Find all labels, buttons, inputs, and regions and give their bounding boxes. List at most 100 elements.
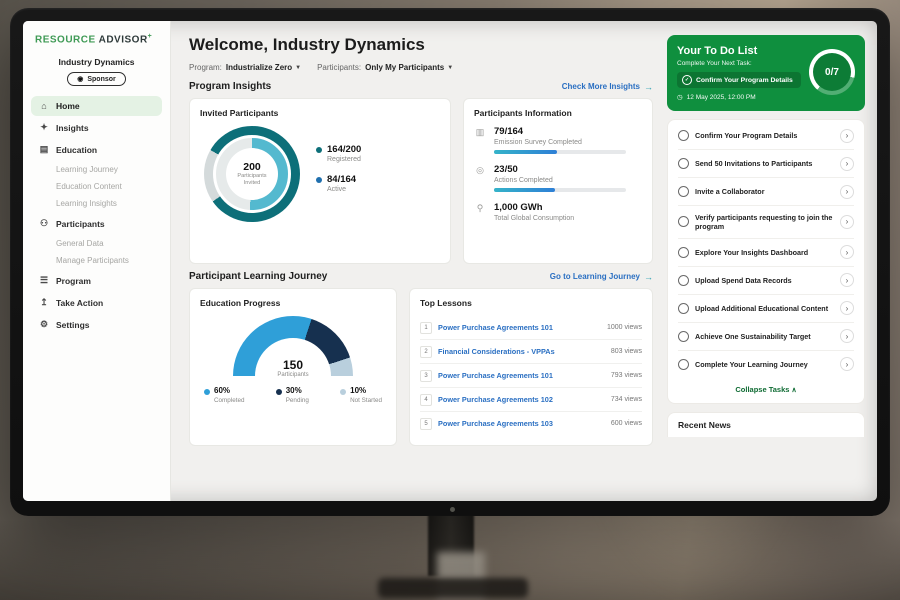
program-insights-header: Program Insights Check More Insights → <box>189 81 653 92</box>
lesson-row[interactable]: 1 Power Purchase Agreements 101 1000 vie… <box>420 316 642 340</box>
chevron-down-icon: ▼ <box>295 64 302 71</box>
lesson-row[interactable]: 3 Power Purchase Agreements 101 793 view… <box>420 364 642 388</box>
sidebar-item-general-data[interactable]: General Data <box>56 239 104 249</box>
todo-next-task-label: Confirm Your Program Details <box>696 76 793 84</box>
task-label: Confirm Your Program Details <box>695 130 798 140</box>
chevron-right-icon[interactable]: › <box>840 329 854 344</box>
go-to-learning-journey-link[interactable]: Go to Learning Journey → <box>549 271 653 282</box>
progress-bar <box>494 188 626 192</box>
task-checkbox[interactable] <box>678 358 689 370</box>
education-gauge-chart: 150 Participants <box>233 316 353 378</box>
chevron-right-icon[interactable]: › <box>840 214 854 229</box>
lesson-rank: 4 <box>420 393 432 406</box>
task-row[interactable]: Confirm Your Program Details › <box>678 122 854 150</box>
sidebar-item-education-content[interactable]: Education Content <box>56 182 122 192</box>
metric-label: Emission Survey Completed <box>494 139 582 146</box>
sidebar-item-participants[interactable]: ⚇ Participants <box>31 213 162 234</box>
page-title: Welcome, Industry Dynamics <box>189 35 425 54</box>
metric-value: 1,000 GWh <box>494 202 543 213</box>
task-checkbox[interactable] <box>678 186 689 197</box>
metric-label: Total Global Consumption <box>494 215 575 222</box>
task-label: Send 50 Invitations to Participants <box>695 158 813 168</box>
legend-value: 84/164 <box>327 174 357 185</box>
donut-center-value: 200 <box>243 161 261 174</box>
lesson-rank: 1 <box>420 321 432 334</box>
chevron-right-icon[interactable]: › <box>840 184 854 199</box>
card-title: Participants Information <box>474 108 572 118</box>
chevron-right-icon[interactable]: › <box>840 357 854 372</box>
program-filter-label: Program: <box>189 63 222 72</box>
recent-news-card: Recent News <box>667 411 865 437</box>
learning-cards-row: Education Progress 150 Participants <box>189 288 653 446</box>
card-title: Invited Participants <box>200 108 279 118</box>
sponsor-badge[interactable]: ◉ Sponsor <box>67 72 126 87</box>
chevron-right-icon[interactable]: › <box>840 301 854 316</box>
chevron-right-icon[interactable]: › <box>840 245 854 260</box>
check-more-insights-link[interactable]: Check More Insights → <box>561 81 653 92</box>
legend-label: Pending <box>285 397 309 404</box>
sidebar-item-home[interactable]: ⌂ Home <box>31 96 162 117</box>
program-filter-select[interactable]: Industrialize Zero ▼ <box>226 63 301 72</box>
task-row[interactable]: Verify participants requesting to join t… <box>678 206 854 239</box>
task-label: Verify participants requesting to join t… <box>695 212 833 231</box>
task-row[interactable]: Send 50 Invitations to Participants › <box>678 150 854 178</box>
task-checkbox[interactable] <box>678 274 689 286</box>
lesson-row[interactable]: 4 Power Purchase Agreements 102 734 view… <box>420 388 642 412</box>
participants-filter-select[interactable]: Only My Participants ▼ <box>365 63 453 72</box>
legend-label: Active <box>327 186 347 193</box>
lesson-views: 793 views <box>610 372 642 379</box>
task-checkbox[interactable] <box>678 216 689 228</box>
lesson-link[interactable]: Power Purchase Agreements 102 <box>438 395 553 404</box>
todo-next-task[interactable]: ✓ Confirm Your Program Details <box>677 72 801 88</box>
task-row[interactable]: Invite a Collaborator › <box>678 178 854 206</box>
task-checkbox[interactable] <box>678 130 689 141</box>
insights-icon: ✦ <box>40 122 48 133</box>
invited-participants-card: Invited Participants 200 Participants In… <box>189 98 451 264</box>
target-icon: ◎ <box>476 165 484 175</box>
lesson-row[interactable]: 2 Financial Considerations - VPPAs 803 v… <box>420 340 642 364</box>
lesson-link[interactable]: Financial Considerations - VPPAs <box>438 347 555 356</box>
collapse-tasks-link[interactable]: Collapse Tasks ∧ <box>735 384 797 394</box>
task-label: Explore Your Insights Dashboard <box>695 247 809 257</box>
task-checkbox[interactable] <box>678 302 689 314</box>
chevron-up-icon: ∧ <box>791 386 797 394</box>
progress-bar <box>494 150 626 154</box>
task-row[interactable]: Upload Additional Educational Content › <box>678 295 854 323</box>
power-led <box>450 507 455 512</box>
task-row[interactable]: Explore Your Insights Dashboard › <box>678 239 854 267</box>
task-row[interactable]: Achieve One Sustainability Target › <box>678 323 854 351</box>
participants-filter-value: Only My Participants <box>365 63 445 72</box>
sidebar-item-learning-insights[interactable]: Learning Insights <box>56 199 117 209</box>
sidebar-item-insights[interactable]: ✦ Insights <box>31 117 162 138</box>
sidebar-item-education[interactable]: ▤ Education <box>31 139 162 160</box>
sidebar-item-take-action[interactable]: ↥ Take Action <box>31 292 162 313</box>
task-row[interactable]: Complete Your Learning Journey › <box>678 351 854 378</box>
metric-value: 23/50 <box>494 164 518 175</box>
home-icon: ⌂ <box>41 101 47 112</box>
sidebar-item-manage-participants[interactable]: Manage Participants <box>56 256 129 266</box>
lesson-link[interactable]: Power Purchase Agreements 101 <box>438 323 553 332</box>
metric-label: Actions Completed <box>494 177 553 184</box>
sidebar-item-label: Education <box>56 144 98 155</box>
sidebar-item-learning-journey[interactable]: Learning Journey <box>56 165 118 175</box>
task-checkbox[interactable] <box>678 330 689 342</box>
chevron-right-icon[interactable]: › <box>840 273 854 288</box>
task-checkbox[interactable] <box>678 158 689 169</box>
upload-icon: ↥ <box>40 297 48 308</box>
tasks-card: Confirm Your Program Details › Send 50 I… <box>667 119 865 404</box>
chevron-right-icon[interactable]: › <box>840 128 854 143</box>
metric-emission-survey: ▥ 79/164 Emission Survey Completed <box>474 126 642 154</box>
sidebar-item-program[interactable]: ☰ Program <box>31 270 162 291</box>
lesson-link[interactable]: Power Purchase Agreements 103 <box>438 419 553 428</box>
lesson-rank: 2 <box>420 345 432 358</box>
chevron-right-icon[interactable]: › <box>840 156 854 171</box>
invited-legend: 164/200 Registered 84/164 Active <box>316 144 361 204</box>
legend-label: Not Started <box>350 397 382 404</box>
legend-not-started: 10% Not Started <box>340 386 382 404</box>
task-row[interactable]: Upload Spend Data Records › <box>678 267 854 295</box>
task-checkbox[interactable] <box>678 246 689 258</box>
lesson-row[interactable]: 5 Power Purchase Agreements 103 600 view… <box>420 412 642 435</box>
card-title: Education Progress <box>200 298 281 308</box>
sidebar-item-settings[interactable]: ⚙ Settings <box>31 314 162 335</box>
lesson-link[interactable]: Power Purchase Agreements 101 <box>438 371 553 380</box>
